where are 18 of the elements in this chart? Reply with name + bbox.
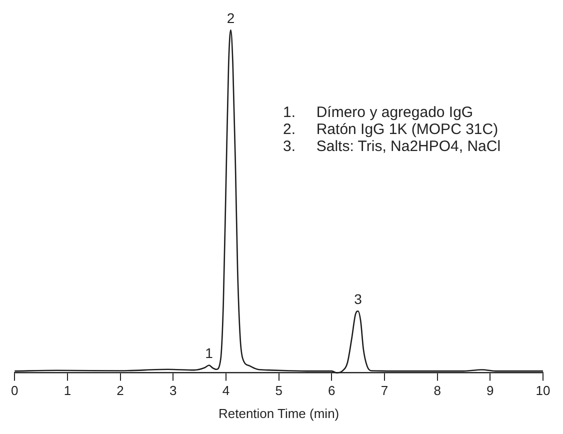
x-tick-label: 2 [116, 383, 124, 398]
x-tick-label: 9 [486, 383, 494, 398]
annotation: 1 [205, 345, 214, 362]
annotation: 3 [354, 290, 362, 307]
x-tick-label: 8 [434, 383, 441, 398]
x-tick-label: 3 [170, 383, 177, 398]
x-axis-title: Retention Time (min) [218, 406, 340, 421]
x-tick-label: 5 [275, 383, 282, 398]
x-tick-label: 10 [536, 383, 550, 398]
x-tick-label: 0 [11, 383, 18, 398]
annotation: 2. Ratón IgG 1K (MOPC 31C) [283, 121, 500, 138]
annotation: 2 [226, 10, 235, 26]
annotation: 3. Salts: Tris, Na2HPO4, NaCl [283, 138, 501, 155]
x-tick-label: 6 [328, 383, 336, 398]
x-tick-label: 1 [64, 383, 72, 398]
annotation: 1. Dímero y agregado IgG [283, 104, 474, 121]
x-tick-label: 7 [380, 383, 388, 398]
x-tick-label: 4 [222, 383, 230, 398]
